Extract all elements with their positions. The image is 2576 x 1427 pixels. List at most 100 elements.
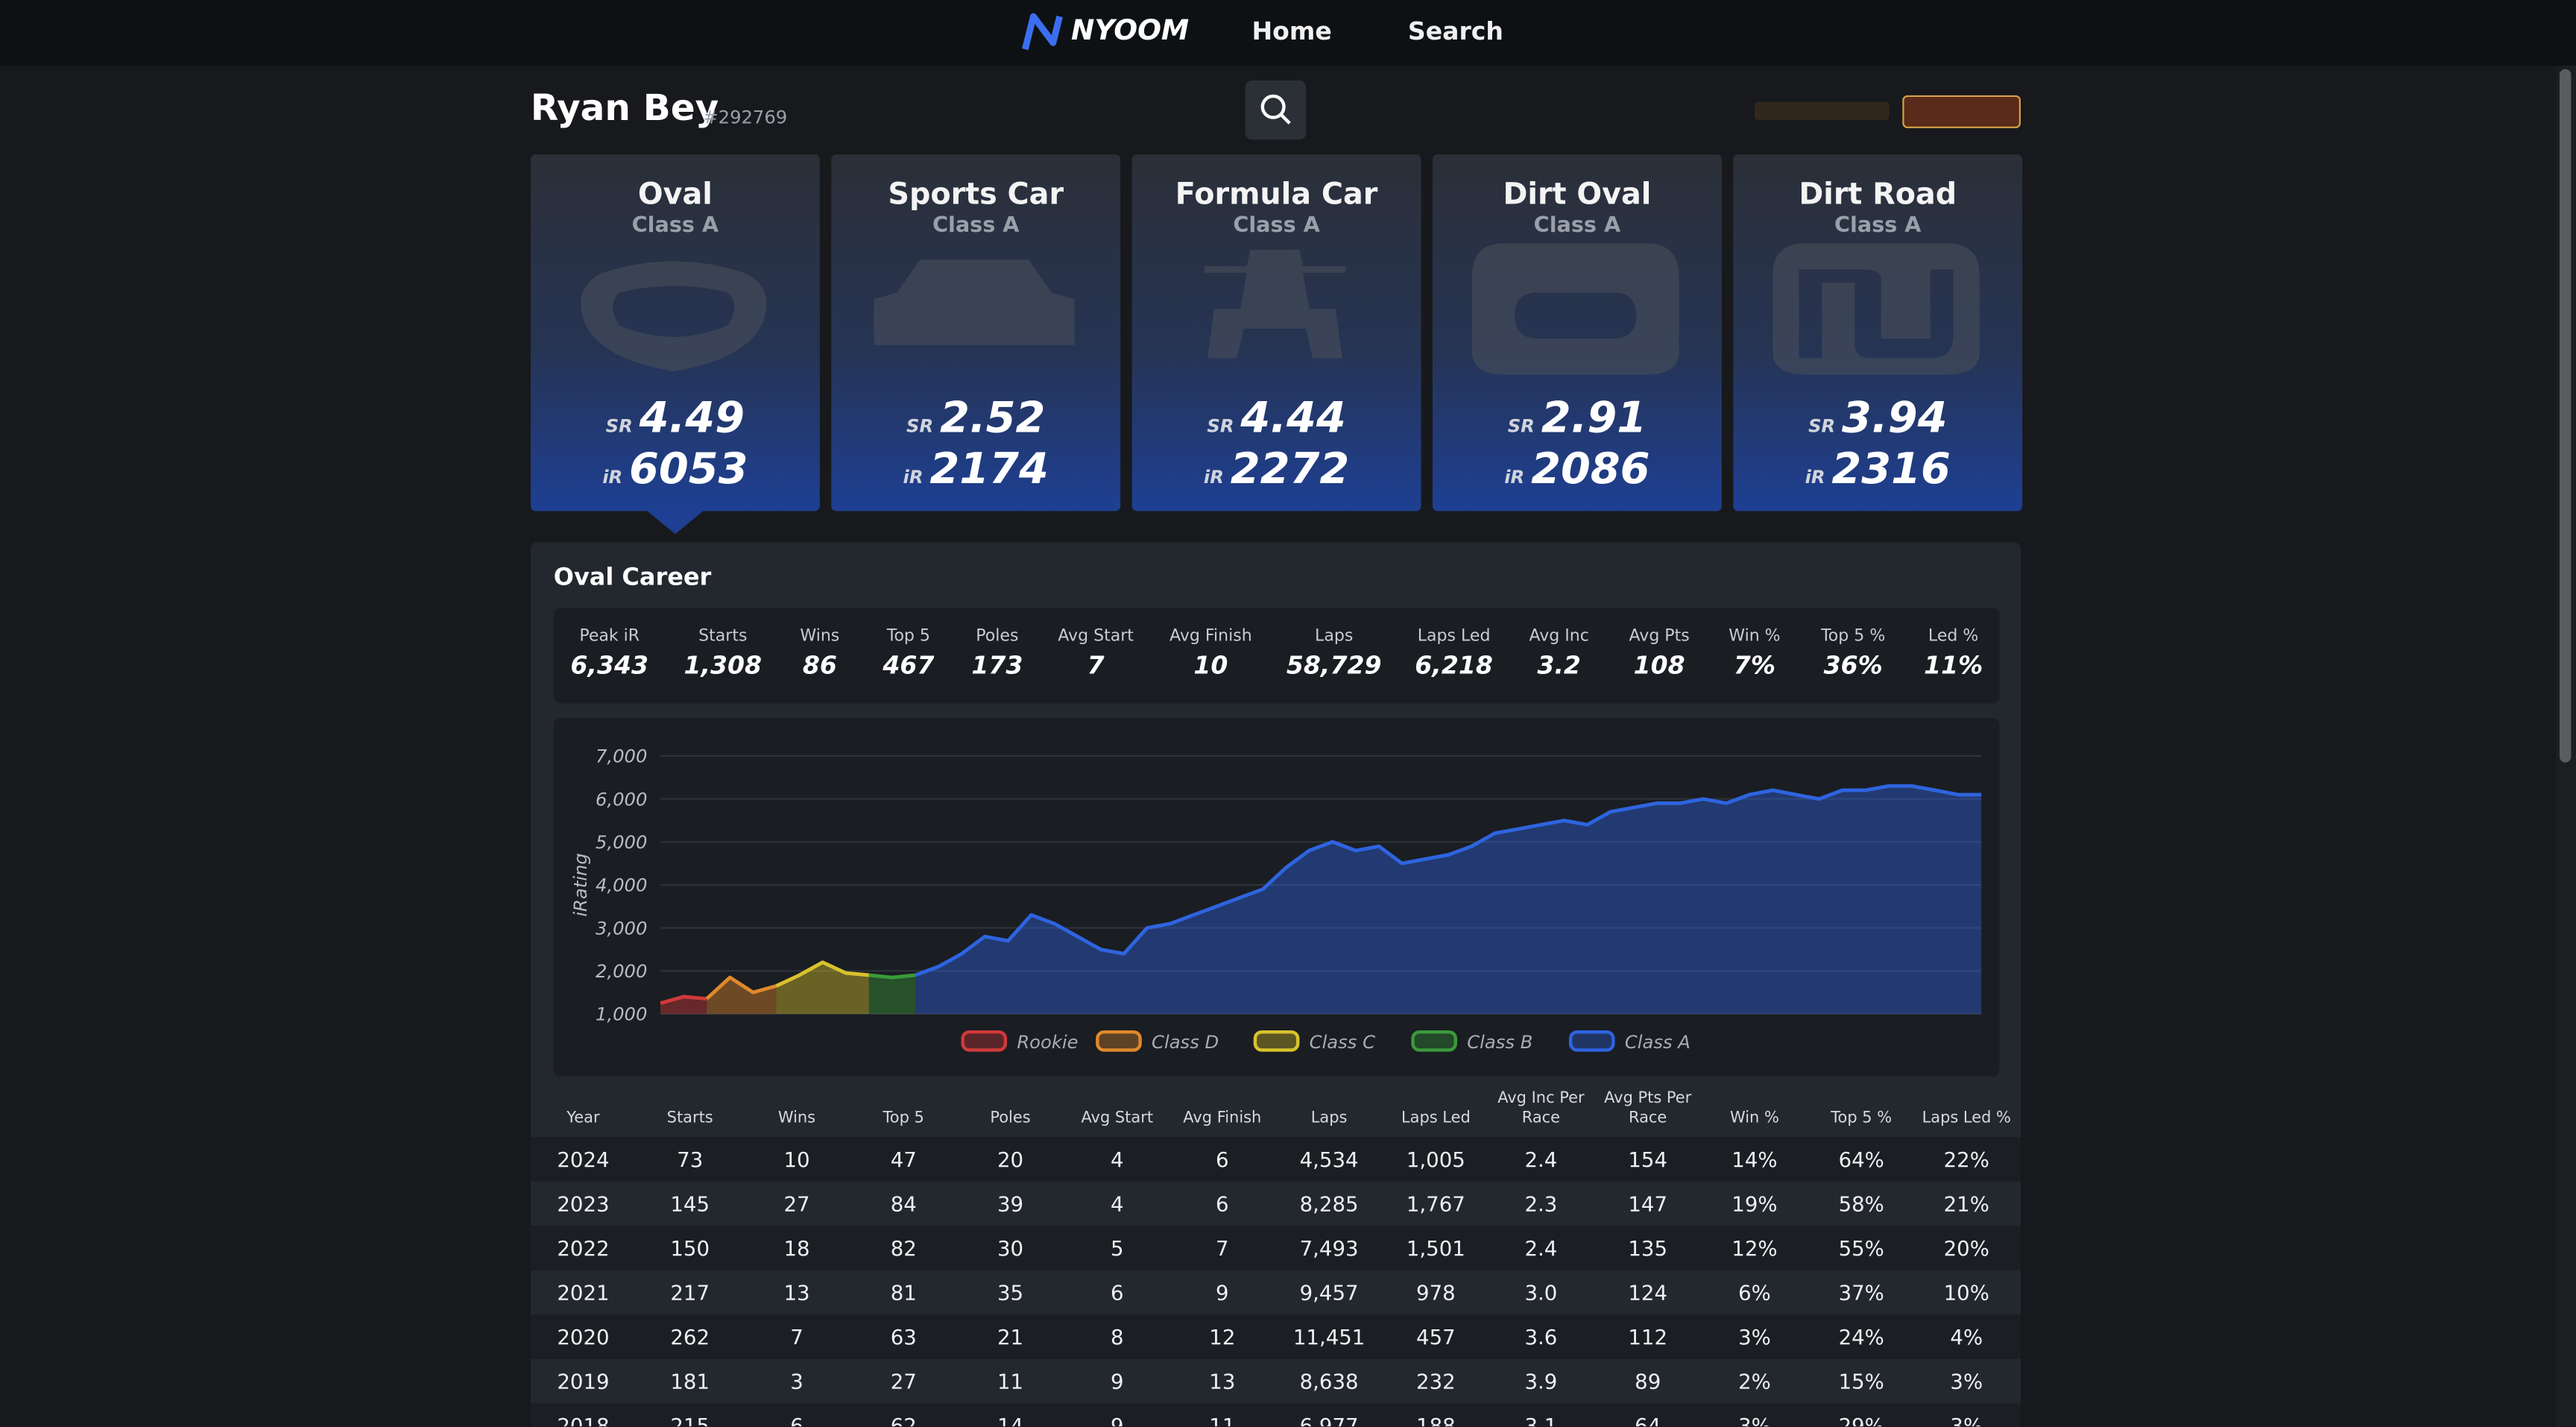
stat-value: 10: [1193, 650, 1228, 681]
stat-value: 58,729: [1286, 650, 1382, 681]
table-cell: 3.9: [1524, 1368, 1558, 1394]
table-cell: 2022: [557, 1235, 610, 1261]
table-cell: 35: [997, 1279, 1024, 1305]
table-cell: 81: [890, 1279, 917, 1305]
stat-label: Led %: [1928, 627, 1979, 646]
table-cell: 30: [997, 1235, 1024, 1261]
stat-label: Poles: [976, 627, 1019, 646]
ir-row: iR 2272: [1132, 445, 1421, 494]
table-cell: 12: [1209, 1324, 1236, 1349]
ir-value: 2316: [1831, 445, 1951, 495]
sr-row: SR 3.94: [1733, 394, 2022, 444]
table-row: 2024 73 10 47 20 4 6 4,534 1,005 2.4 154 14% 64% 22%: [530, 1137, 2021, 1182]
table-cell: 11: [1209, 1413, 1236, 1427]
stat: Avg Inc 3.2: [1506, 628, 1611, 681]
card-icon-shape: [1204, 250, 1346, 359]
y-tick-label: 5,000: [596, 831, 647, 853]
line: [915, 784, 1982, 977]
ir-label: iR: [1504, 466, 1525, 488]
table-cell: 262: [670, 1324, 710, 1349]
sr-value: 4.44: [1240, 394, 1346, 444]
table-cell: 27: [783, 1191, 810, 1217]
y-tick-label: 1,000: [596, 1004, 647, 1025]
table-cell: 39: [997, 1191, 1024, 1217]
stat-label: Laps Led: [1417, 627, 1491, 646]
table-cell: 73: [677, 1147, 704, 1172]
sr-value: 2.91: [1541, 394, 1647, 444]
sr-row: SR 4.44: [1132, 394, 1421, 444]
table-cell: 6: [1216, 1147, 1229, 1172]
table-cell: 2.4: [1524, 1147, 1558, 1172]
stat: Starts 1,308: [670, 628, 775, 681]
table-cell: 20: [997, 1147, 1024, 1172]
stat: Wins 86: [767, 628, 872, 681]
search-button[interactable]: [1245, 80, 1307, 140]
card-icon-shape: [1772, 243, 1980, 375]
table-cell: 7,493: [1299, 1235, 1359, 1261]
legend-label: Class C: [1310, 1031, 1375, 1053]
sr-row: SR 2.52: [831, 394, 1120, 444]
sport-card[interactable]: Dirt Oval Class A SR 2.91 iR 2086: [1432, 154, 1722, 511]
card-icon: [581, 261, 767, 372]
legend-swatch: [1568, 1030, 1615, 1052]
table-cell: 2021: [557, 1279, 610, 1305]
nav-link[interactable]: Home: [1251, 16, 1332, 46]
logo-text[interactable]: NYOOM: [1071, 14, 1190, 48]
table-cell: 13: [783, 1279, 810, 1305]
sport-card[interactable]: Dirt Road Class A SR 3.94 iR 2316: [1733, 154, 2023, 511]
table-cell: 4,534: [1299, 1147, 1359, 1172]
table-cell: 55%: [1838, 1235, 1884, 1261]
table-cell: 3%: [1738, 1413, 1771, 1427]
table-cell: 64%: [1838, 1147, 1884, 1172]
table-cell: 8,638: [1299, 1368, 1359, 1394]
stat: Led % 11%: [1901, 628, 2006, 681]
table-cell: 64: [1635, 1413, 1661, 1427]
stat-label: Avg Pts: [1629, 627, 1690, 646]
scrollbar-thumb[interactable]: [2559, 69, 2572, 763]
table-cell: 2%: [1738, 1368, 1771, 1394]
table-cell: 2024: [557, 1147, 610, 1172]
sport-card[interactable]: Sports Car Class A SR 2.52 iR 2174: [831, 154, 1121, 511]
table-cell: 82: [890, 1235, 917, 1261]
stat: Top 5 467: [856, 628, 961, 681]
table-cell: 8,285: [1299, 1191, 1359, 1217]
y-tick-label: 3,000: [596, 917, 647, 939]
stat-label: Avg Start: [1058, 627, 1134, 646]
table-cell: 15%: [1838, 1368, 1884, 1394]
sr-label: SR: [1207, 415, 1234, 438]
ir-value: 2086: [1531, 445, 1650, 495]
stat-label: Top 5 %: [1821, 627, 1886, 646]
stat-label: Peak iR: [579, 627, 640, 646]
y-tick-label: 4,000: [596, 875, 647, 896]
y-tick-label: 2,000: [596, 960, 647, 982]
legend-label: Class A: [1625, 1031, 1690, 1053]
stat-label: Avg Inc: [1529, 627, 1589, 646]
stat-value: 6,218: [1415, 650, 1493, 681]
table-cell: 232: [1416, 1368, 1456, 1394]
sr-row: SR 4.49: [531, 394, 820, 444]
table-cell: 4: [1110, 1147, 1124, 1172]
sport-card[interactable]: Formula Car Class A SR 4.44 iR 2272: [1131, 154, 1421, 511]
table-cell: 24%: [1838, 1324, 1884, 1349]
table-cell: 20%: [1943, 1235, 1989, 1261]
table-cell: 21: [997, 1324, 1024, 1349]
table-cell: 150: [670, 1235, 710, 1261]
badge: [1902, 95, 2021, 128]
table-cell: 27: [890, 1368, 917, 1394]
table-cell: 1,767: [1406, 1191, 1465, 1217]
ir-label: iR: [602, 466, 623, 488]
nav-link[interactable]: Search: [1407, 16, 1503, 46]
table-cell: 10%: [1943, 1279, 1989, 1305]
stat-label: Laps: [1315, 627, 1354, 646]
table-cell: 47: [890, 1147, 917, 1172]
table-header: Year Starts Wins Top 5 Poles Avg Start Avg Fin…: [531, 1085, 2021, 1138]
sport-card[interactable]: Oval Class A SR 4.49 iR 6053: [530, 154, 820, 511]
table-cell: 21%: [1943, 1191, 1989, 1217]
table-cell: 3%: [1950, 1413, 1983, 1427]
stat-value: 108: [1633, 650, 1685, 681]
sr-row: SR 2.91: [1433, 394, 1722, 444]
column-header: Avg Finish: [1183, 1109, 1262, 1127]
stat-value: 11%: [1924, 650, 1983, 681]
scrollbar: [2556, 66, 2576, 1427]
